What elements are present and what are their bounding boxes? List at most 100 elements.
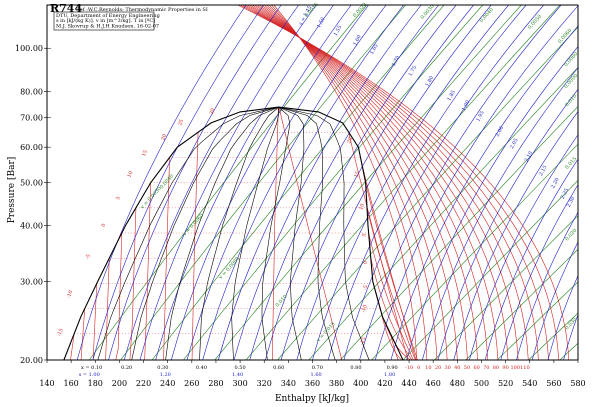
y-tick-label: 60.00 bbox=[20, 143, 43, 152]
quality-line bbox=[278, 106, 370, 360]
isotherm-supercritical bbox=[237, 5, 570, 360]
quality-line bbox=[199, 106, 279, 360]
temperature-bottom-label: 10 bbox=[425, 365, 431, 371]
x-tick-label: 560 bbox=[546, 379, 561, 388]
x-tick-label: 500 bbox=[474, 379, 489, 388]
isotherm-supercritical bbox=[273, 5, 418, 360]
entropy-top-label: 2.20 bbox=[550, 177, 561, 190]
temperature-bottom-label: 30 bbox=[444, 365, 450, 371]
isotherm-supercritical bbox=[271, 5, 428, 360]
temperature-vapor-label: 20 bbox=[346, 136, 354, 144]
isotherm-liquid bbox=[163, 157, 170, 360]
temperature-bottom-label: 40 bbox=[454, 365, 460, 371]
isotherm-liquid bbox=[90, 283, 98, 360]
info-line-2: s in [kJ/(kg K)]. v in [m^3/kg]. T in [º… bbox=[56, 17, 155, 24]
isentrope-line bbox=[280, 5, 474, 360]
isentrope-line bbox=[516, 211, 578, 360]
temperature-bottom-label: 50 bbox=[464, 365, 470, 371]
isentrope-line bbox=[312, 5, 509, 360]
quality-line bbox=[278, 106, 305, 360]
temperature-liquid-label: -5 bbox=[85, 254, 92, 261]
temperature-liquid-label: 0 bbox=[101, 223, 108, 228]
isentrope-line bbox=[422, 67, 578, 360]
quality-label: 0.70 bbox=[312, 365, 323, 371]
isochore-line bbox=[214, 5, 522, 360]
entropy-top-label: 2.30 bbox=[566, 196, 577, 209]
isotherms bbox=[68, 5, 570, 360]
isochore-line bbox=[434, 215, 578, 360]
quality-line bbox=[165, 106, 279, 360]
temperature-vapor-label: -5 bbox=[362, 284, 369, 291]
isentrope-line bbox=[547, 274, 578, 360]
isentrope-line bbox=[218, 5, 404, 360]
entropy-top-label: 1.65 bbox=[369, 43, 380, 56]
quality-line bbox=[231, 107, 279, 360]
x-axis-label: Enthalpy [kJ/kg] bbox=[275, 394, 349, 404]
x-tick-label: 420 bbox=[377, 379, 392, 388]
temperature-bottom-label: -10 bbox=[405, 365, 413, 371]
x-tick-label: 240 bbox=[160, 379, 175, 388]
entropy-bottom-label: 1.40 bbox=[232, 372, 243, 378]
entropy-top-label: 1.80 bbox=[425, 75, 436, 88]
isotherm-supercritical bbox=[244, 5, 539, 360]
isochore-line bbox=[183, 5, 483, 360]
isentrope-line bbox=[155, 5, 334, 360]
chart-title: R744 bbox=[50, 2, 82, 15]
y-tick-label: 80.00 bbox=[20, 87, 43, 96]
isentrope-line bbox=[437, 88, 578, 360]
y-tick-label: 100.00 bbox=[15, 44, 43, 53]
x-tick-label: 380 bbox=[329, 379, 344, 388]
isentrope-line bbox=[406, 46, 578, 360]
quality-label: 0.50 bbox=[235, 365, 246, 371]
isotherm-liquid bbox=[103, 258, 110, 360]
temperature-liquid-label: 25 bbox=[177, 119, 185, 127]
temperature-vapor-label: 10 bbox=[358, 203, 366, 211]
isochore-line bbox=[402, 180, 578, 360]
x-tick-label: 440 bbox=[401, 379, 416, 388]
quality-line bbox=[97, 106, 279, 360]
entropy-top-label: 1.90 bbox=[461, 99, 472, 112]
temperature-bottom-label: 0 bbox=[417, 365, 420, 371]
temperature-liquid-label: -15 bbox=[56, 328, 64, 338]
isentrope-line bbox=[359, 5, 562, 360]
x-tick-label: 480 bbox=[450, 379, 465, 388]
entropy-top-label: 2.25 bbox=[560, 187, 571, 200]
temperature-vapor-label: 0 bbox=[363, 260, 370, 265]
grid-lines bbox=[47, 47, 51, 360]
temperature-bottom-label: 90 bbox=[502, 365, 508, 371]
isentrope-line bbox=[327, 5, 527, 360]
saturation-curve bbox=[63, 106, 404, 360]
isentrope-line bbox=[171, 5, 352, 360]
isotherm-vapor bbox=[370, 258, 413, 360]
isotherm-supercritical bbox=[242, 5, 549, 360]
isentrope-line bbox=[296, 5, 492, 360]
temperature-bottom-label: 70 bbox=[483, 365, 489, 371]
quality-line bbox=[261, 106, 291, 360]
isentrope-line bbox=[531, 241, 578, 360]
isotherm-supercritical bbox=[259, 5, 478, 360]
x-tick-label: 540 bbox=[522, 379, 537, 388]
isotherm-vapor bbox=[390, 333, 421, 360]
isentrope-line bbox=[139, 5, 317, 360]
entropy-top-label: 2.00 bbox=[495, 125, 506, 138]
isochore-line bbox=[120, 5, 406, 360]
temperature-bottom-label: 100 bbox=[510, 365, 520, 371]
isochore-line bbox=[308, 66, 578, 360]
quality-lines bbox=[97, 106, 370, 360]
x-tick-label: 260 bbox=[184, 379, 199, 388]
x-tick-label: 200 bbox=[112, 379, 127, 388]
info-line-1: DTU, Department of Energy Engineering bbox=[56, 13, 161, 19]
entropy-top-label: 1.60 bbox=[352, 34, 363, 47]
x-tick-label: 460 bbox=[426, 379, 441, 388]
isotherm-liquid bbox=[68, 333, 75, 360]
quality-label: 0.40 bbox=[196, 365, 207, 371]
isentrope-line bbox=[469, 134, 578, 360]
quality-label: 0.30 bbox=[157, 365, 168, 371]
y-axis-label: Pressure [Bar] bbox=[7, 157, 17, 224]
entropy-top-label: 1.70 bbox=[391, 55, 402, 68]
temperature-liquid-label: 20 bbox=[160, 133, 168, 141]
x-tick-label: 340 bbox=[281, 379, 296, 388]
temperature-liquid-label: -10 bbox=[66, 290, 74, 300]
temperature-vapor-label: 15 bbox=[354, 171, 362, 179]
temperature-bottom-label: 60 bbox=[473, 365, 479, 371]
